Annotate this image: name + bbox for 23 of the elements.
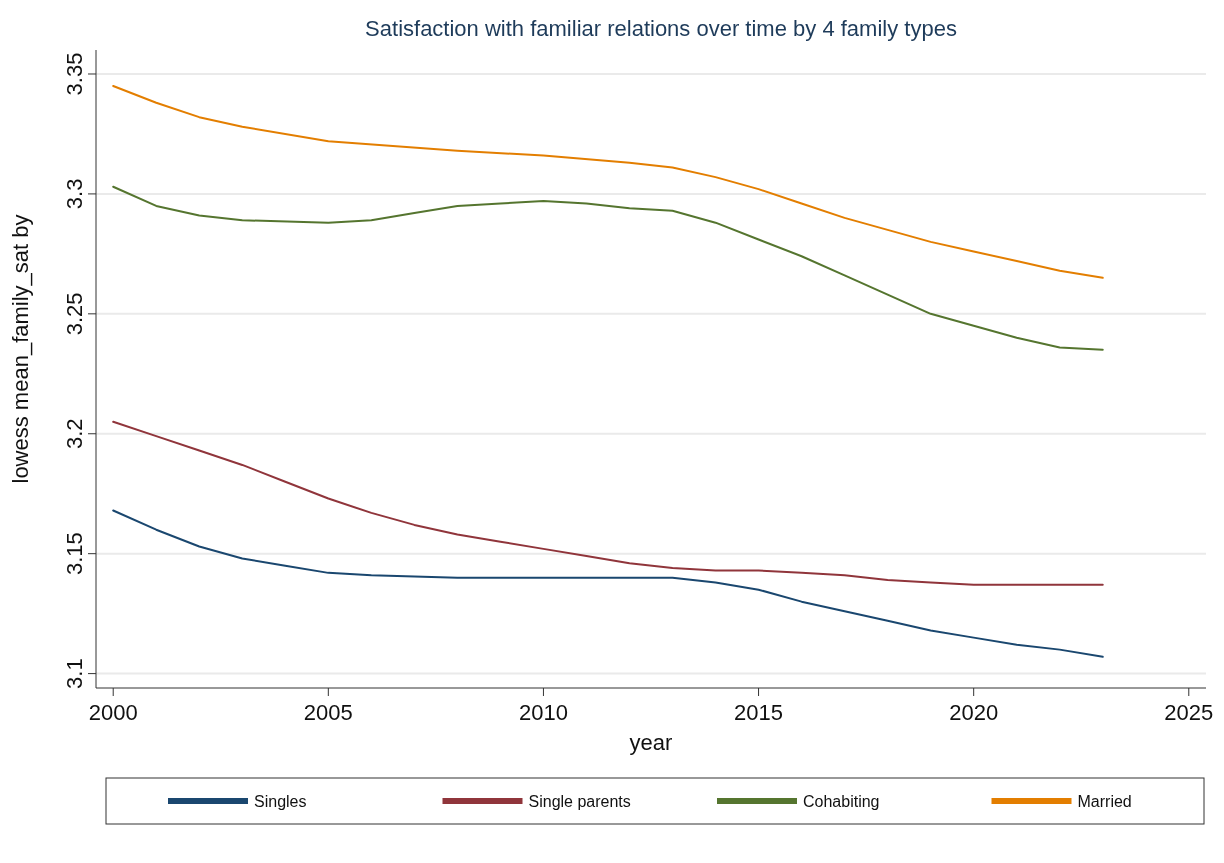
y-tick-label: 3.2 <box>62 418 87 450</box>
legend-label: Cohabiting <box>803 793 880 810</box>
line-series <box>112 185 1104 351</box>
y-tick-label: 3.1 <box>62 658 87 689</box>
y-tick-label: 3.25 <box>62 292 87 336</box>
x-tick-label: 2000 <box>88 700 138 725</box>
x-tick-label: 2015 <box>734 700 784 725</box>
y-tick-label: 3.35 <box>62 52 87 96</box>
line-series <box>112 509 1104 658</box>
legend-label: Married <box>1077 793 1132 810</box>
legend-label: Singles <box>254 793 307 810</box>
y-tick-label: 3.15 <box>62 532 87 576</box>
y-tick-label: 3.3 <box>62 178 87 210</box>
x-tick-label: 2020 <box>949 700 999 725</box>
x-tick-label: 2005 <box>303 700 353 725</box>
x-axis-title: year <box>629 730 673 755</box>
x-tick-label: 2025 <box>1164 700 1214 725</box>
chart-title: Satisfaction with familiar relations over time by 4 family types <box>365 16 957 41</box>
line-series <box>112 84 1104 279</box>
x-tick-label: 2010 <box>518 700 568 725</box>
line-series <box>112 420 1104 586</box>
legend-label: Single parents <box>528 793 631 810</box>
y-axis-title: lowess mean_family_sat by <box>8 214 33 484</box>
